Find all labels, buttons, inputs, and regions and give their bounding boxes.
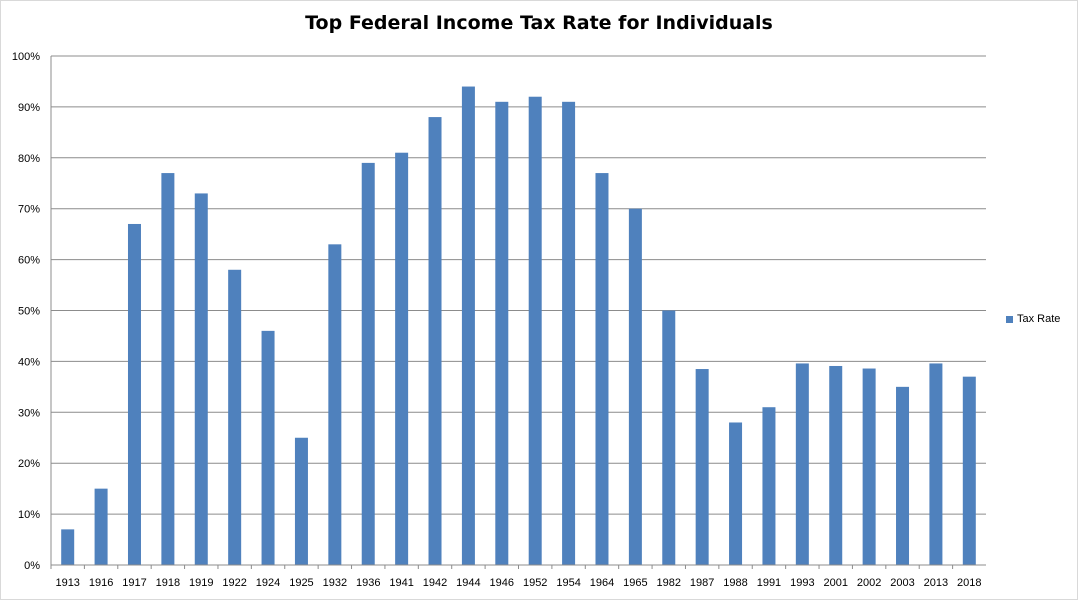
bar-1918 — [161, 173, 175, 565]
x-tick-label: 2003 — [890, 577, 914, 589]
bar-1991 — [762, 407, 776, 565]
x-tick-label: 1917 — [122, 577, 146, 589]
bar-1924 — [261, 330, 275, 565]
bar-1988 — [729, 422, 743, 565]
x-tick-label: 1942 — [423, 577, 447, 589]
x-tick-label: 2013 — [924, 577, 948, 589]
bar-2018 — [962, 376, 976, 565]
bar-1964 — [595, 173, 609, 565]
x-tick-label: 1982 — [657, 577, 681, 589]
bar-1987 — [695, 369, 709, 565]
y-tick-label: 60% — [18, 255, 40, 267]
bar-2003 — [896, 386, 910, 565]
y-tick-labels: 0% 10% 20% 30% 40% 50% 60% 70% 80% 90% 100% — [12, 51, 40, 572]
gridlines — [51, 55, 986, 515]
bar-1916 — [94, 488, 108, 565]
bar-1922 — [228, 269, 242, 565]
bar-1982 — [662, 310, 676, 565]
y-tick-label: 10% — [18, 509, 40, 521]
y-tick-label: 90% — [18, 102, 40, 114]
chart-title: Top Federal Income Tax Rate for Individu… — [305, 12, 773, 34]
x-tick-label: 1936 — [356, 577, 380, 589]
bar-1925 — [294, 437, 308, 565]
y-tick-label: 80% — [18, 153, 40, 165]
y-tick-label: 100% — [12, 51, 40, 63]
bar-1952 — [528, 96, 542, 565]
x-tick-label: 2001 — [823, 577, 847, 589]
bar-1954 — [562, 101, 576, 565]
x-tick-label: 1946 — [490, 577, 514, 589]
x-tick-label: 1993 — [790, 577, 814, 589]
x-tick-label: 1941 — [389, 577, 413, 589]
x-tick-label: 1991 — [757, 577, 781, 589]
legend-label: Tax Rate — [1017, 313, 1061, 325]
y-tick-label: 70% — [18, 204, 40, 216]
bar-2001 — [829, 365, 843, 565]
x-tick-label: 1913 — [55, 577, 79, 589]
x-tick-label: 1964 — [590, 577, 614, 589]
y-tick-label: 40% — [18, 356, 40, 368]
legend: Tax Rate — [1006, 313, 1060, 325]
x-tick-label: 1987 — [690, 577, 714, 589]
y-tick-label: 30% — [18, 407, 40, 419]
x-tick-label: 2002 — [857, 577, 881, 589]
y-tick-label: 50% — [18, 306, 40, 318]
x-tick-label: 1918 — [156, 577, 180, 589]
y-tick-label: 20% — [18, 458, 40, 470]
x-tick-label: 1944 — [456, 577, 480, 589]
bar-1946 — [495, 101, 509, 565]
bar-1993 — [795, 363, 809, 565]
x-tick-label: 1965 — [623, 577, 647, 589]
x-tick-label: 1916 — [89, 577, 113, 589]
bars — [61, 86, 976, 565]
bar-1941 — [395, 152, 409, 565]
bar-2002 — [862, 368, 876, 565]
x-tick-label: 2018 — [957, 577, 981, 589]
x-tick-label: 1952 — [523, 577, 547, 589]
x-tick-label: 1954 — [556, 577, 580, 589]
x-tick-label: 1932 — [323, 577, 347, 589]
x-tick-labels: 1913 1916 1917 1918 1919 1922 1924 1925 1932 1936… — [50, 565, 982, 589]
bar-1913 — [61, 529, 75, 565]
bar-1965 — [628, 208, 642, 565]
bar-1936 — [361, 162, 375, 565]
x-tick-label: 1922 — [222, 577, 246, 589]
x-tick-label: 1988 — [723, 577, 747, 589]
bar-1919 — [194, 193, 208, 565]
bar-1942 — [428, 117, 442, 565]
y-tick-label: 0% — [24, 560, 40, 572]
bar-1917 — [127, 223, 141, 565]
bar-2013 — [929, 363, 943, 565]
legend-swatch — [1006, 315, 1013, 323]
bar-1944 — [461, 86, 475, 565]
x-tick-label: 1924 — [256, 577, 280, 589]
bar-1932 — [328, 244, 342, 565]
x-tick-label: 1919 — [189, 577, 213, 589]
x-tick-label: 1925 — [289, 577, 313, 589]
